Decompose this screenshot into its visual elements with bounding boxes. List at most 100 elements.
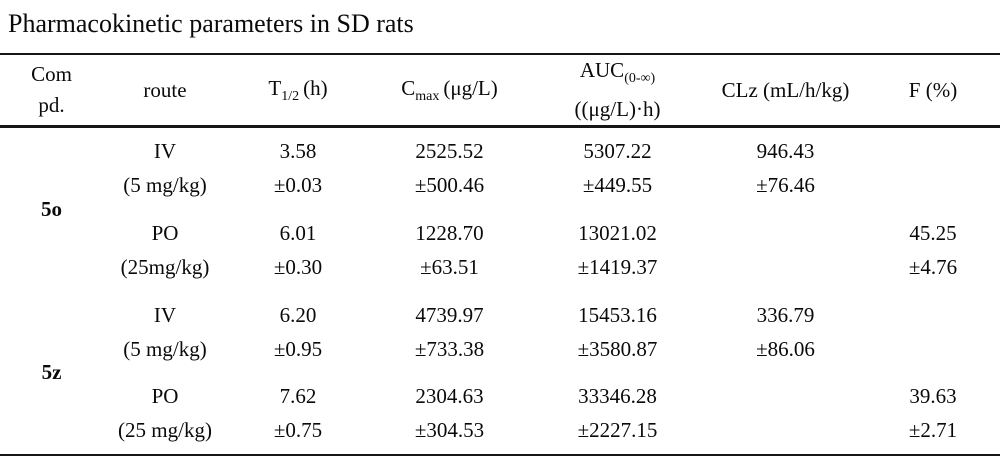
thalf-error: ±0.75 <box>273 418 323 443</box>
f-value: 45.25 <box>909 220 957 245</box>
thalf-value: 6.01 <box>279 220 317 245</box>
clz-value <box>705 216 866 250</box>
clz-cell <box>705 373 866 455</box>
cmax-error: ±304.53 <box>414 418 485 443</box>
auc-value: 5307.22 <box>583 139 652 164</box>
route-value: IV <box>153 139 177 164</box>
route-value: PO <box>151 384 179 409</box>
table-row: PO (25 mg/kg) 7.62 ±0.75 2304.63 ±304.53… <box>0 373 1000 455</box>
thalf-cell: 3.58 ±0.03 <box>227 127 369 209</box>
clz-error: ±76.46 <box>756 173 815 198</box>
clz-error <box>705 250 866 284</box>
f-cell: 39.63 ±2.71 <box>866 373 1000 455</box>
auc-value: 33346.28 <box>578 384 657 409</box>
compound-label: 5z <box>41 359 62 384</box>
auc-symbol: AUC <box>579 58 625 82</box>
table-row: 5o IV (5 mg/kg) 3.58 ±0.03 2525.52 ±500.… <box>0 127 1000 221</box>
col-header-auc: AUC(0-∞) ((μg/L)·h) <box>530 54 705 129</box>
thalf-cell: 6.20 ±0.95 <box>227 291 369 373</box>
thalf-cell: 6.01 ±0.30 <box>227 209 369 291</box>
f-value <box>866 134 1000 168</box>
f-error <box>866 168 1000 202</box>
auc-unit: ((μg/L)·h) <box>574 97 661 122</box>
auc-error: ±449.55 <box>582 173 653 198</box>
route-cell: IV (5 mg/kg) <box>103 127 227 209</box>
thalf-unit: (h) <box>303 75 328 100</box>
col-header-thalf: T1/2 (h) <box>227 54 369 129</box>
f-cell <box>866 127 1000 209</box>
col-header-cmax: Cmax (μg/L) <box>369 54 530 129</box>
route-cell: PO (25 mg/kg) <box>103 373 227 455</box>
auc-error: ±1419.37 <box>577 254 658 279</box>
cmax-error: ±733.38 <box>414 336 485 361</box>
dose-value: (25mg/kg) <box>120 254 210 279</box>
thalf-cell: 7.62 ±0.75 <box>227 373 369 455</box>
col-header-route: route <box>103 54 227 129</box>
auc-error: ±3580.87 <box>577 336 658 361</box>
table-header-row: Com pd. route T1/2 (h) Cmax (μg/L) AUC(0-∞… <box>0 54 1000 129</box>
cmax-cell: 4739.97 ±733.38 <box>369 291 530 373</box>
f-value <box>866 298 1000 332</box>
table-row: PO (25mg/kg) 6.01 ±0.30 1228.70 ±63.51 1… <box>0 209 1000 291</box>
auc-cell: 5307.22 ±449.55 <box>530 127 705 209</box>
thalf-value: 6.20 <box>279 302 317 327</box>
cmax-cell: 1228.70 ±63.51 <box>369 209 530 291</box>
col-header-clz: CLz (mL/h/kg) <box>705 54 866 129</box>
route-value: IV <box>153 302 177 327</box>
clz-value: 946.43 <box>756 139 815 164</box>
col-header-compound: Com pd. <box>0 54 103 129</box>
cmax-cell: 2304.63 ±304.53 <box>369 373 530 455</box>
f-value: 39.63 <box>909 384 957 409</box>
cmax-symbol: C <box>401 75 416 100</box>
clz-value <box>705 379 866 413</box>
cmax-value: 2525.52 <box>415 139 484 164</box>
route-cell: PO (25mg/kg) <box>103 209 227 291</box>
clz-error <box>705 413 866 447</box>
f-error <box>866 332 1000 366</box>
f-cell: 45.25 ±4.76 <box>866 209 1000 291</box>
f-error: ±2.71 <box>908 418 958 443</box>
auc-cell: 15453.16 ±3580.87 <box>530 291 705 373</box>
thalf-error: ±0.03 <box>273 173 323 198</box>
thalf-error: ±0.95 <box>273 336 323 361</box>
thalf-subscript: 1/2 <box>281 88 300 104</box>
cmax-cell: 2525.52 ±500.46 <box>369 127 530 209</box>
auc-value: 13021.02 <box>578 220 657 245</box>
auc-cell: 13021.02 ±1419.37 <box>530 209 705 291</box>
table-row: 5z IV (5 mg/kg) 6.20 ±0.95 4739.97 ±733.… <box>0 291 1000 384</box>
clz-cell: 946.43 ±76.46 <box>705 127 866 209</box>
auc-cell: 33346.28 ±2227.15 <box>530 373 705 455</box>
thalf-value: 3.58 <box>279 139 317 164</box>
thalf-error: ±0.30 <box>273 254 323 279</box>
thalf-value: 7.62 <box>279 384 317 409</box>
auc-subscript: (0-∞) <box>624 71 656 87</box>
auc-error: ±2227.15 <box>577 418 658 443</box>
cmax-error: ±500.46 <box>414 173 485 198</box>
col-header-f: F (%) <box>866 54 1000 129</box>
f-cell <box>866 291 1000 373</box>
route-cell: IV (5 mg/kg) <box>103 291 227 373</box>
route-value: PO <box>151 220 179 245</box>
clz-error: ±86.06 <box>756 336 815 361</box>
table-title: Pharmacokinetic parameters in SD rats <box>8 9 414 38</box>
dose-value: (5 mg/kg) <box>123 173 207 198</box>
thalf-symbol: T <box>268 75 282 100</box>
cmax-value: 1228.70 <box>415 220 484 245</box>
dose-value: (5 mg/kg) <box>123 336 207 361</box>
cmax-unit: (μg/L) <box>443 75 498 100</box>
col-header-compound-line1: Com <box>31 62 72 87</box>
cmax-value: 2304.63 <box>415 384 484 409</box>
cmax-subscript: max <box>415 88 440 104</box>
f-error: ±4.76 <box>908 254 958 279</box>
cmax-error: ±63.51 <box>420 254 479 279</box>
col-header-compound-line2: pd. <box>38 93 65 118</box>
clz-cell: 336.79 ±86.06 <box>705 291 866 373</box>
pk-table: Com pd. route T1/2 (h) Cmax (μg/L) AUC(0-∞… <box>0 53 1000 456</box>
clz-cell <box>705 209 866 291</box>
auc-value: 15453.16 <box>578 302 657 327</box>
compound-label: 5o <box>41 196 62 221</box>
dose-value: (25 mg/kg) <box>118 418 212 443</box>
cmax-value: 4739.97 <box>415 302 484 327</box>
clz-value: 336.79 <box>756 302 815 327</box>
